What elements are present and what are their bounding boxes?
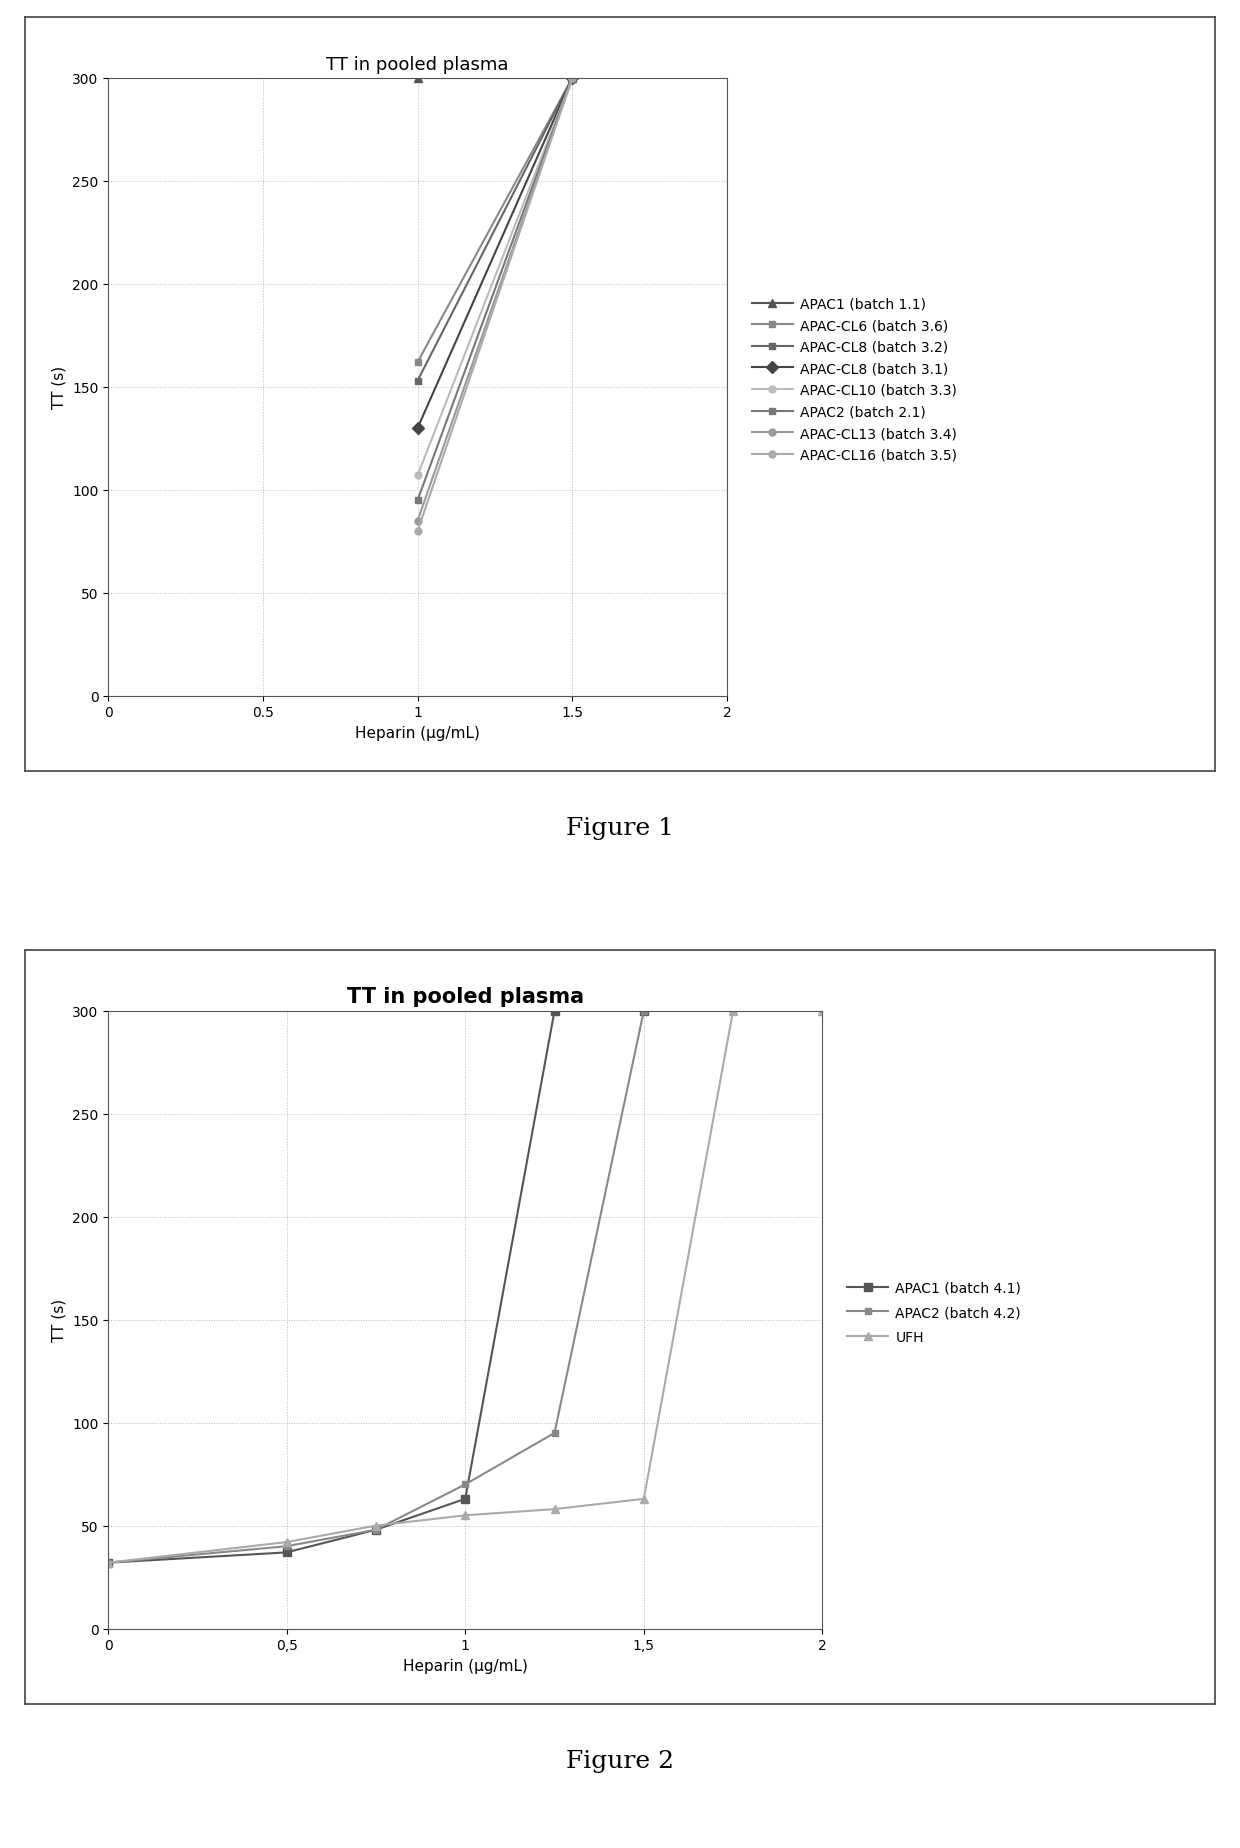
Legend: APAC1 (batch 1.1), APAC-CL6 (batch 3.6), APAC-CL8 (batch 3.2), APAC-CL8 (batch 3: APAC1 (batch 1.1), APAC-CL6 (batch 3.6),… (746, 292, 962, 468)
Text: Figure 1: Figure 1 (567, 817, 673, 839)
Text: Figure 2: Figure 2 (565, 1748, 675, 1772)
Legend: APAC1 (batch 4.1), APAC2 (batch 4.2), UFH: APAC1 (batch 4.1), APAC2 (batch 4.2), UF… (841, 1275, 1027, 1349)
